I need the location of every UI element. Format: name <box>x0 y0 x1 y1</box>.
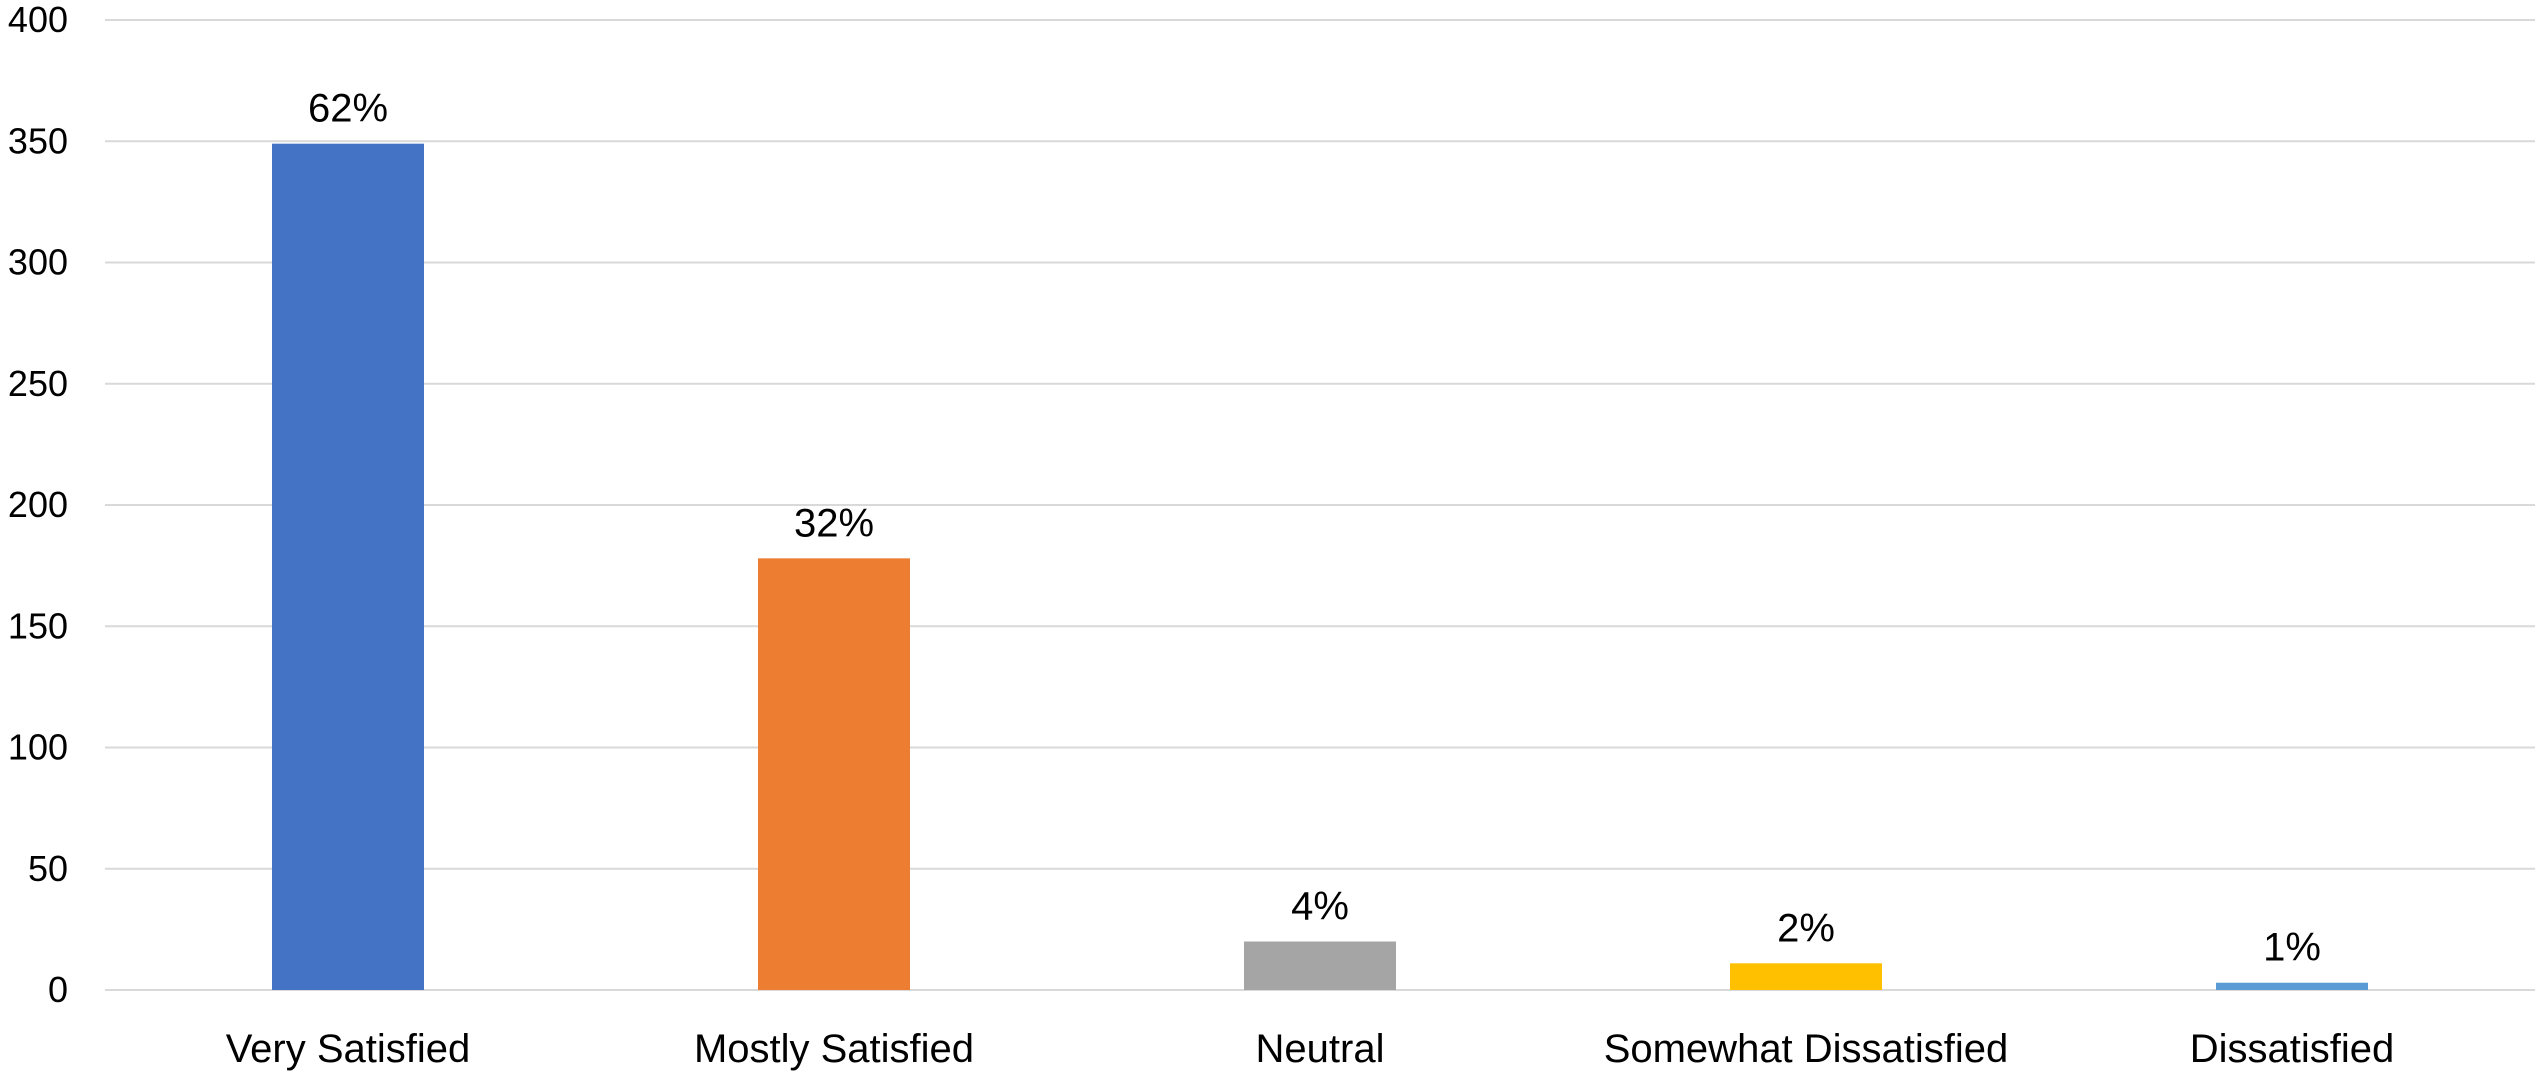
x-category-label: Somewhat Dissatisfied <box>1604 1027 2009 1071</box>
data-label: 62% <box>308 87 388 131</box>
gridlines <box>105 19 2535 991</box>
y-tick-label: 300 <box>8 242 68 283</box>
y-tick-label: 50 <box>28 848 68 889</box>
bar <box>758 558 910 990</box>
data-label: 1% <box>2263 926 2321 970</box>
y-tick-label: 400 <box>8 0 68 40</box>
data-label: 2% <box>1777 906 1835 950</box>
y-tick-label: 200 <box>8 484 68 525</box>
x-category-label: Dissatisfied <box>2190 1027 2395 1071</box>
bars <box>272 143 2368 991</box>
x-category-label: Very Satisfied <box>226 1027 471 1071</box>
x-category-label: Mostly Satisfied <box>694 1027 974 1071</box>
data-label: 4% <box>1291 885 1349 929</box>
y-axis-ticks: 0 50 100 150 200 250 300 350 400 <box>8 0 68 1010</box>
x-category-label: Neutral <box>1256 1027 1385 1071</box>
y-tick-label: 0 <box>48 969 68 1010</box>
data-label: 32% <box>794 501 874 545</box>
bar <box>272 143 424 991</box>
bar <box>1730 963 1882 990</box>
bar <box>2216 982 2368 990</box>
y-tick-label: 250 <box>8 363 68 404</box>
y-tick-label: 150 <box>8 605 68 646</box>
data-labels: 62% 32% 4% 2% 1% <box>308 87 2321 970</box>
y-tick-label: 350 <box>8 120 68 161</box>
y-tick-label: 100 <box>8 727 68 768</box>
x-axis-categories: Very Satisfied Mostly Satisfied Neutral Som… <box>226 1027 2395 1071</box>
bar <box>1244 941 1396 990</box>
